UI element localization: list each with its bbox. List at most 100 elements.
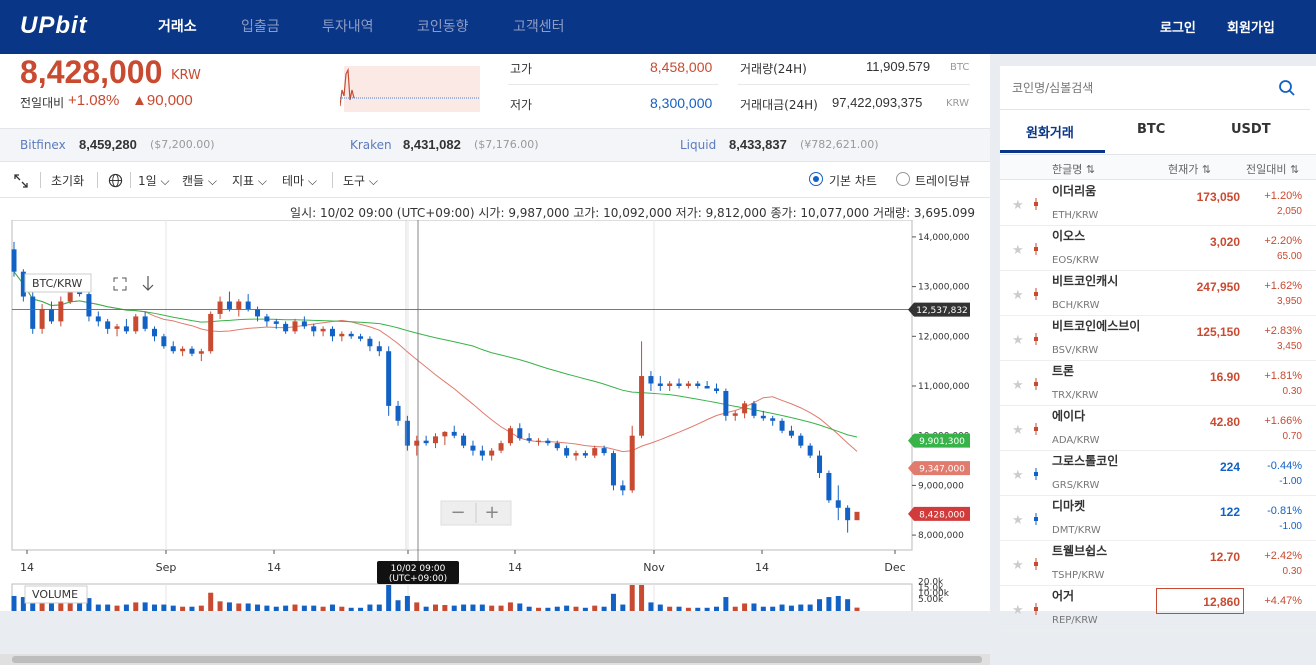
candle-body <box>414 440 420 446</box>
candle-body <box>779 420 785 431</box>
volume-bar <box>601 606 607 611</box>
nav-deposit-withdraw[interactable]: 입출금 <box>241 19 280 35</box>
zoom-in-button[interactable]: + <box>484 502 499 523</box>
candle-body <box>835 500 841 508</box>
candle-body <box>329 328 335 337</box>
upbit-logo[interactable]: UPbit <box>20 12 88 39</box>
arrow-down-icon[interactable] <box>142 276 154 291</box>
signup-link[interactable]: 회원가입 <box>1227 21 1275 36</box>
header-change[interactable]: 전일대비 ⇅ <box>1246 163 1300 176</box>
tab-btc[interactable]: BTC <box>1137 122 1166 137</box>
coin-name[interactable]: 에이다 <box>1052 409 1086 423</box>
star-icon[interactable]: ★ <box>1012 513 1024 528</box>
volume-bar <box>301 605 307 611</box>
nav-exchange[interactable]: 거래소 <box>158 19 197 35</box>
tab-usdt[interactable]: USDT <box>1231 122 1271 137</box>
star-icon[interactable]: ★ <box>1012 333 1024 348</box>
star-icon[interactable]: ★ <box>1012 198 1024 213</box>
star-icon[interactable]: ★ <box>1012 468 1024 483</box>
expand-icon[interactable] <box>14 174 28 188</box>
indicator-dropdown[interactable]: 지표 ⌵ <box>232 172 267 189</box>
candle-body <box>67 284 73 302</box>
coin-symbol: ADA/KRW <box>1052 435 1100 446</box>
coin-row[interactable]: ★ 그로스톨코인 GRS/KRW 224 -0.44% -1.00 <box>1000 451 1316 496</box>
star-icon[interactable]: ★ <box>1012 288 1024 303</box>
coin-change-percent: +1.66% <box>1264 415 1302 427</box>
volume-bar <box>723 597 729 611</box>
volume-bar <box>526 606 532 611</box>
login-link[interactable]: 로그인 <box>1160 21 1196 36</box>
theme-dropdown[interactable]: 테마 ⌵ <box>282 172 317 189</box>
tools-dropdown[interactable]: 도구 ⌵ <box>343 172 378 189</box>
search-icon[interactable] <box>1278 79 1296 97</box>
volume-bar <box>714 606 719 611</box>
candle-body <box>105 321 111 329</box>
price-highlight-box <box>1156 588 1244 614</box>
basic-chart-radio[interactable] <box>809 172 823 186</box>
volume-bar <box>114 605 120 611</box>
coin-price: 16.90 <box>1209 370 1240 384</box>
coin-name[interactable]: 이더리움 <box>1052 184 1097 198</box>
coin-row[interactable]: ★ 어거 REP/KRW 12,860 +4.47% <box>1000 586 1316 631</box>
coin-name[interactable]: 트웰브쉽스 <box>1052 544 1108 558</box>
globe-icon[interactable] <box>108 173 123 188</box>
nav-investments[interactable]: 투자내역 <box>322 19 374 35</box>
coin-name[interactable]: 디마켓 <box>1052 499 1086 513</box>
interval-dropdown[interactable]: 1일 ⌵ <box>138 172 170 189</box>
volume-bar <box>339 606 345 611</box>
star-icon[interactable]: ★ <box>1012 243 1024 258</box>
x-tick-label: Nov <box>643 561 665 574</box>
nav-coin-trends[interactable]: 코인동향 <box>417 19 469 35</box>
coin-name[interactable]: 이오스 <box>1052 229 1086 243</box>
candle-dropdown[interactable]: 캔들 ⌵ <box>182 172 217 189</box>
coin-row[interactable]: ★ 에이다 ADA/KRW 42.80 +1.66% 0.70 <box>1000 406 1316 451</box>
price-tag <box>908 461 970 476</box>
coin-symbol: DMT/KRW <box>1052 525 1101 536</box>
candle-body <box>376 346 382 352</box>
header-price[interactable]: 현재가 ⇅ <box>1168 163 1212 176</box>
coin-search-input[interactable] <box>1012 76 1262 100</box>
star-icon[interactable]: ★ <box>1012 423 1024 438</box>
header-name[interactable]: 한글명 ⇅ <box>1052 163 1096 176</box>
coin-row[interactable]: ★ 트론 TRX/KRW 16.90 +1.81% 0.30 <box>1000 361 1316 406</box>
zoom-out-button[interactable]: − <box>450 502 465 523</box>
coin-row[interactable]: ★ 이더리움 ETH/KRW 173,050 +1.20% 2,050 <box>1000 181 1316 226</box>
volume-bar <box>245 603 251 611</box>
star-icon[interactable]: ★ <box>1012 558 1024 573</box>
coin-name[interactable]: 어거 <box>1052 589 1075 603</box>
coin-name[interactable]: 트론 <box>1052 364 1075 378</box>
price-tag-label: 9,901,300 <box>919 437 965 447</box>
volume-bar <box>648 602 654 611</box>
mini-candle-icon <box>1034 558 1038 570</box>
tools-label: 도구 <box>343 174 366 188</box>
x-tick-label: 14 <box>755 561 769 574</box>
high-label: 고가 <box>510 62 533 76</box>
tradingview-label[interactable]: 트레이딩뷰 <box>915 174 971 188</box>
candle-body <box>798 435 804 446</box>
scrollbar-thumb[interactable] <box>12 656 982 663</box>
basic-chart-label[interactable]: 기본 차트 <box>829 174 877 188</box>
star-icon[interactable]: ★ <box>1012 378 1024 393</box>
reset-button[interactable]: 초기화 <box>51 174 85 188</box>
coin-name[interactable]: 비트코인에스브이 <box>1052 319 1141 333</box>
coin-row[interactable]: ★ 비트코인에스브이 BSV/KRW 125,150 +2.83% 3,450 <box>1000 316 1316 361</box>
nav-customer-center[interactable]: 고객센터 <box>513 19 565 35</box>
fullscreen-icon[interactable] <box>113 277 127 291</box>
price-chart[interactable]: 14,000,000 13,000,000 12,000,000 11,000,000… <box>0 220 975 611</box>
candle-body <box>433 436 438 444</box>
volume-bar <box>376 604 382 611</box>
exchange-name: Kraken <box>350 138 392 152</box>
coin-row[interactable]: ★ 비트코인캐시 BCH/KRW 247,950 +1.62% 3,950 <box>1000 271 1316 316</box>
tab-krw[interactable]: 원화거래 <box>1026 126 1074 141</box>
coin-symbol: GRS/KRW <box>1052 480 1100 491</box>
y-tick-label: 13,000,000 <box>918 283 970 293</box>
coin-symbol: TRX/KRW <box>1052 390 1099 401</box>
coin-row[interactable]: ★ 이오스 EOS/KRW 3,020 +2.20% 65.00 <box>1000 226 1316 271</box>
volume-unit: BTC <box>950 62 970 73</box>
coin-name[interactable]: 그로스톨코인 <box>1052 454 1119 468</box>
coin-row[interactable]: ★ 트웰브쉽스 TSHP/KRW 12.70 +2.42% 0.30 <box>1000 541 1316 586</box>
exchange-price-row: Bitfinex 8,459,280 ($7,200.00) Kraken 8,… <box>0 128 990 162</box>
coin-row[interactable]: ★ 디마켓 DMT/KRW 122 -0.81% -1.00 <box>1000 496 1316 541</box>
tradingview-radio[interactable] <box>896 172 910 186</box>
coin-name[interactable]: 비트코인캐시 <box>1052 274 1119 288</box>
